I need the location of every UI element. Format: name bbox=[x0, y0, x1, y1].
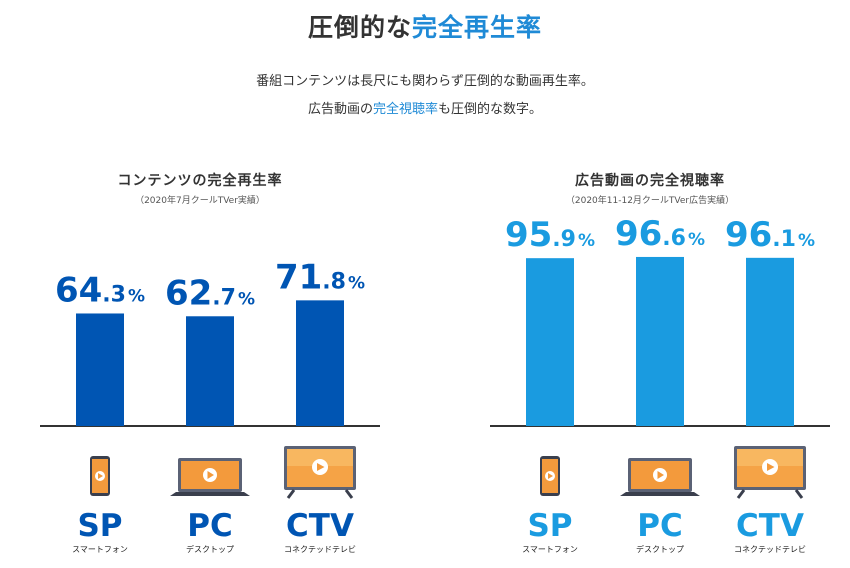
title-prefix: 圧倒的な bbox=[307, 13, 412, 42]
category-label: PC bbox=[187, 508, 232, 544]
title-highlight: 完全再生率 bbox=[412, 13, 543, 42]
page-title: 圧倒的な完全再生率 bbox=[0, 8, 850, 44]
chart-subtitle: （2020年7月クールTVer実績） bbox=[135, 196, 265, 206]
chart-subtitle: （2020年11-12月クールTVer広告実績） bbox=[565, 196, 735, 206]
lead-line-1: 番組コンテンツは長尺にも関わらず圧倒的な動画再生率。 bbox=[256, 74, 594, 89]
bar-sp bbox=[76, 313, 124, 426]
value-label: 71.8% bbox=[275, 257, 365, 297]
lead-line-2: 広告動画の完全視聴率も圧倒的な数字。 bbox=[0, 98, 850, 117]
chart-title: コンテンツの完全再生率 bbox=[117, 173, 283, 189]
category-label: CTV bbox=[736, 508, 804, 544]
tv-icon bbox=[734, 446, 806, 499]
lead-line-2-prefix: 広告動画の bbox=[307, 102, 373, 117]
value-label: 62.7% bbox=[165, 273, 255, 313]
content-completion-panel: コンテンツの完全再生率 （2020年7月クールTVer実績） 64.3% SP スマ… bbox=[0, 164, 400, 568]
bar-pc bbox=[636, 256, 684, 426]
ad-completion-panel: 広告動画の完全視聴率 （2020年11-12月クールTVer広告実績） 95.9… bbox=[450, 164, 850, 568]
value-label: 64.3% bbox=[55, 270, 145, 310]
category-sublabel: デスクトップ bbox=[186, 544, 234, 554]
value-label: 96.1% bbox=[725, 215, 815, 255]
chart-title: 広告動画の完全視聴率 bbox=[575, 173, 725, 189]
category-sublabel: スマートフォン bbox=[72, 545, 128, 554]
lead-line-2-highlight: 完全視聴率 bbox=[372, 102, 438, 117]
category-sublabel: コネクテッドテレビ bbox=[284, 545, 356, 554]
category-sublabel: スマートフォン bbox=[522, 545, 578, 554]
category-sublabel: コネクテッドテレビ bbox=[734, 545, 806, 554]
laptop-icon bbox=[620, 458, 700, 496]
category-sublabel: デスクトップ bbox=[636, 544, 684, 554]
category-label: CTV bbox=[286, 508, 354, 544]
category-label: SP bbox=[527, 508, 572, 544]
lead-line-2-suffix: も圧倒的な数字。 bbox=[438, 102, 543, 117]
value-label: 95.9% bbox=[505, 215, 595, 255]
category-label: PC bbox=[637, 508, 682, 544]
value-label: 96.6% bbox=[615, 214, 705, 254]
tv-icon bbox=[284, 446, 356, 499]
bar-sp bbox=[526, 258, 574, 426]
smartphone-icon bbox=[90, 456, 110, 496]
category-label: SP bbox=[77, 508, 122, 544]
laptop-icon bbox=[170, 458, 250, 496]
bar-ctv bbox=[296, 300, 344, 426]
bar-pc bbox=[186, 316, 234, 426]
smartphone-icon bbox=[540, 456, 560, 496]
bar-ctv bbox=[746, 257, 794, 426]
